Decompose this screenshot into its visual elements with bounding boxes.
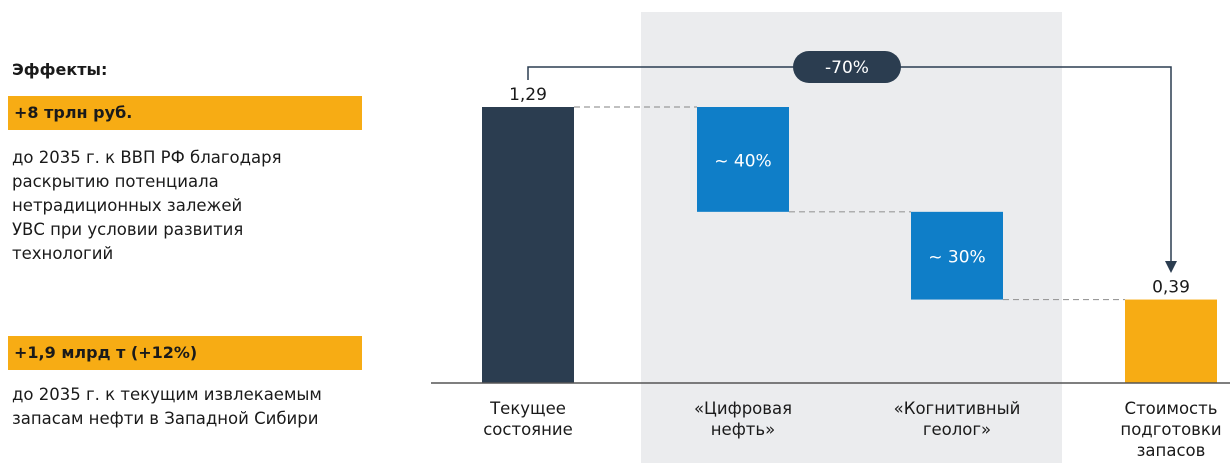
category-label: «Когнитивный геолог» <box>894 399 1021 439</box>
effect-badge-gdp: +8 трлн руб. <box>8 96 362 130</box>
category-label: Текущее состояние <box>483 399 573 439</box>
effects-panel: Эффекты: +8 трлн руб. до 2035 г. к ВВП Р… <box>0 0 370 463</box>
effect-text-reserves: до 2035 г. к текущим извлекаемым запасам… <box>12 385 322 428</box>
data-label: ~ 30% <box>928 248 985 268</box>
change-arrowhead <box>1165 261 1177 273</box>
category-label: «Цифровая нефть» <box>694 399 792 439</box>
data-label: ~ 40% <box>714 151 771 171</box>
effect-text-gdp: до 2035 г. к ВВП РФ благодаря раскрытию … <box>12 148 282 263</box>
effects-title: Эффекты: <box>12 60 108 79</box>
category-label: Стоимость подготовки запасов <box>1120 399 1221 460</box>
bar <box>482 107 574 383</box>
effect-badge-reserves: +1,9 млрд т (+12%) <box>8 336 362 370</box>
bar <box>697 107 789 212</box>
bar <box>911 211 1003 300</box>
change-pill <box>793 51 901 83</box>
data-label: 0,39 <box>1152 278 1190 298</box>
data-label: 1,29 <box>509 85 547 105</box>
bar <box>1125 299 1217 383</box>
change-label: -70% <box>825 58 869 78</box>
